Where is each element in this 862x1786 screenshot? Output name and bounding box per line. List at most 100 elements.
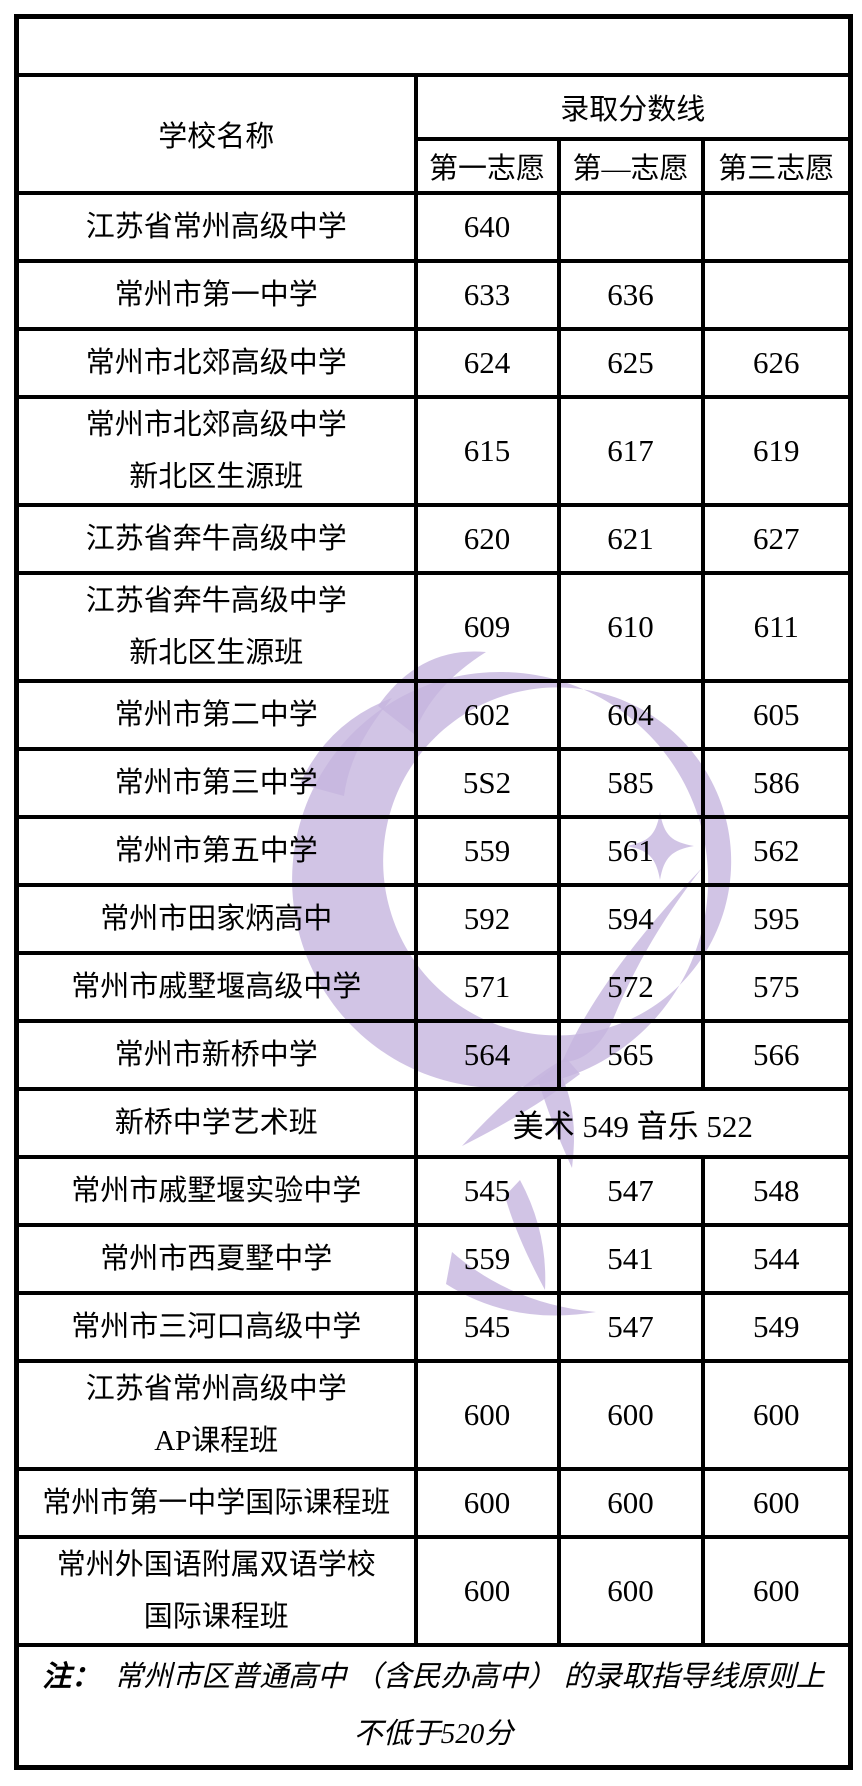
table-row: 常州市第五中学 559 561 562 [14, 815, 853, 887]
score-cell: 619 [700, 395, 853, 507]
school-name-cell: 江苏省常州高级中学 [14, 191, 418, 263]
table-row: 江苏省常州高级中学 AP课程班 600 600 600 [14, 1359, 853, 1471]
table-row: 常州市戚墅堰高级中学 571 572 575 [14, 951, 853, 1023]
score-cell: 559 [413, 1223, 561, 1295]
score-cell [700, 259, 853, 331]
school-name-cell: 常州市北郊高级中学 [14, 327, 418, 399]
table-row: 常州市第三中学 5S2 585 586 [14, 747, 853, 819]
school-name-cell: 常州市戚墅堰高级中学 [14, 951, 418, 1023]
score-cell: 636 [556, 259, 705, 331]
header-row-top: 学校名称 录取分数线 [14, 73, 853, 195]
score-cell: 609 [413, 571, 561, 683]
school-name-cell: 常州市三河口高级中学 [14, 1291, 418, 1363]
school-name-cell: 常州市第五中学 [14, 815, 418, 887]
school-name-cell: 常州外国语附属双语学校 国际课程班 [14, 1535, 418, 1647]
score-cell: 611 [700, 571, 853, 683]
score-cell: 571 [413, 951, 561, 1023]
score-cell: 625 [556, 327, 705, 399]
score-cell: 600 [556, 1359, 705, 1471]
table-row-art-class: 新桥中学艺术班 美术 549 音乐 522 [14, 1087, 853, 1159]
score-cell: 585 [556, 747, 705, 819]
score-cell: 600 [700, 1359, 853, 1471]
score-cell: 561 [556, 815, 705, 887]
table-row: 常州市第一中学 633 636 [14, 259, 853, 331]
score-cell: 600 [700, 1467, 853, 1539]
score-cell: 562 [700, 815, 853, 887]
score-cell: 544 [700, 1223, 853, 1295]
page-title: 2020年常州市区普通高中录取分数线 [14, 14, 853, 77]
school-name-cell: 常州市第一中学 [14, 259, 418, 331]
title-row: 2020年常州市区普通高中录取分数线 [14, 14, 853, 77]
table-row: 常州市北郊高级中学 624 625 626 [14, 327, 853, 399]
score-cell: 617 [556, 395, 705, 507]
merged-score-cell: 美术 549 音乐 522 [413, 1087, 853, 1159]
school-name-cell: 常州市戚墅堰实验中学 [14, 1155, 418, 1227]
score-cell: 624 [413, 327, 561, 399]
score-cell: 610 [556, 571, 705, 683]
table-row: 江苏省奔牛高级中学 620 621 627 [14, 503, 853, 575]
score-cell: 559 [413, 815, 561, 887]
score-cell: 594 [556, 883, 705, 955]
table-row: 常州市第二中学 602 604 605 [14, 679, 853, 751]
score-cell: 541 [556, 1223, 705, 1295]
table-row: 常州市戚墅堰实验中学 545 547 548 [14, 1155, 853, 1227]
school-name-cell: 常州市第二中学 [14, 679, 418, 751]
score-cell: 626 [700, 327, 853, 399]
header-row-choices: 第一志愿 第—志愿 第三志愿 [17, 137, 853, 195]
score-cell [700, 191, 853, 263]
score-cell: 615 [413, 395, 561, 507]
table-row: 常州市田家炳高中 592 594 595 [14, 883, 853, 955]
score-cell: 600 [700, 1535, 853, 1647]
score-cell: 566 [700, 1019, 853, 1091]
school-name-cell: 常州市新桥中学 [14, 1019, 418, 1091]
score-cell: 547 [556, 1291, 705, 1363]
footnote-line1: 常州市区普通高中 （含民办高中） 的录取指导线原则上 [114, 1661, 825, 1693]
column-header-school-name: 学校名称 [14, 73, 418, 195]
school-name-cell: 常州市田家炳高中 [14, 883, 418, 955]
table-row: 常州市北郊高级中学 新北区生源班 615 617 619 [14, 395, 853, 507]
score-cell: 600 [413, 1467, 561, 1539]
score-cell: 586 [700, 747, 853, 819]
school-name-cell: 江苏省奔牛高级中学 [14, 503, 418, 575]
score-cell: 600 [556, 1467, 705, 1539]
score-cell: 620 [413, 503, 561, 575]
note-row: 注： 常州市区普通高中 （含民办高中） 的录取指导线原则上 不低于520分 [14, 1643, 853, 1770]
footnote-prefix: 注： [42, 1661, 101, 1693]
score-cell: 545 [413, 1291, 561, 1363]
column-header-second-choice: 第—志愿 [556, 137, 705, 195]
score-cell: 565 [556, 1019, 705, 1091]
school-name-cell: 江苏省常州高级中学 AP课程班 [14, 1359, 418, 1471]
score-cell: 547 [556, 1155, 705, 1227]
score-cell: 605 [700, 679, 853, 751]
school-name-cell: 常州市北郊高级中学 新北区生源班 [14, 395, 418, 507]
score-cell: 602 [413, 679, 561, 751]
school-name-cell: 常州市西夏墅中学 [14, 1223, 418, 1295]
score-cell [556, 191, 705, 263]
score-cell: 548 [700, 1155, 853, 1227]
score-cell: 549 [700, 1291, 853, 1363]
table-row: 常州市第一中学国际课程班 600 600 600 [14, 1467, 853, 1539]
score-cell: 600 [556, 1535, 705, 1647]
score-cell: 604 [556, 679, 705, 751]
admission-score-table: 2020年常州市区普通高中录取分数线 学校名称 录取分数线 第一志愿 第—志愿 … [14, 14, 853, 1770]
score-cell: 633 [413, 259, 561, 331]
school-name-cell: 江苏省奔牛高级中学 新北区生源班 [14, 571, 418, 683]
table-row: 常州外国语附属双语学校 国际课程班 600 600 600 [14, 1535, 853, 1647]
column-group-header-score-line: 录取分数线 [413, 73, 853, 141]
school-name-cell: 常州市第三中学 [14, 747, 418, 819]
column-header-third-choice: 第三志愿 [700, 137, 853, 195]
table-row: 常州市三河口高级中学 545 547 549 [14, 1291, 853, 1363]
score-cell: 640 [413, 191, 561, 263]
column-header-first-choice: 第一志愿 [413, 137, 561, 195]
school-name-cell: 常州市第一中学国际课程班 [14, 1467, 418, 1539]
score-cell: 600 [413, 1535, 561, 1647]
score-cell: 545 [413, 1155, 561, 1227]
score-cell: 575 [700, 951, 853, 1023]
score-cell: 627 [700, 503, 853, 575]
score-cell: 572 [556, 951, 705, 1023]
score-cell: 600 [413, 1359, 561, 1471]
score-cell: 621 [556, 503, 705, 575]
table-row: 常州市西夏墅中学 559 541 544 [14, 1223, 853, 1295]
score-cell: 5S2 [413, 747, 561, 819]
score-cell: 595 [700, 883, 853, 955]
